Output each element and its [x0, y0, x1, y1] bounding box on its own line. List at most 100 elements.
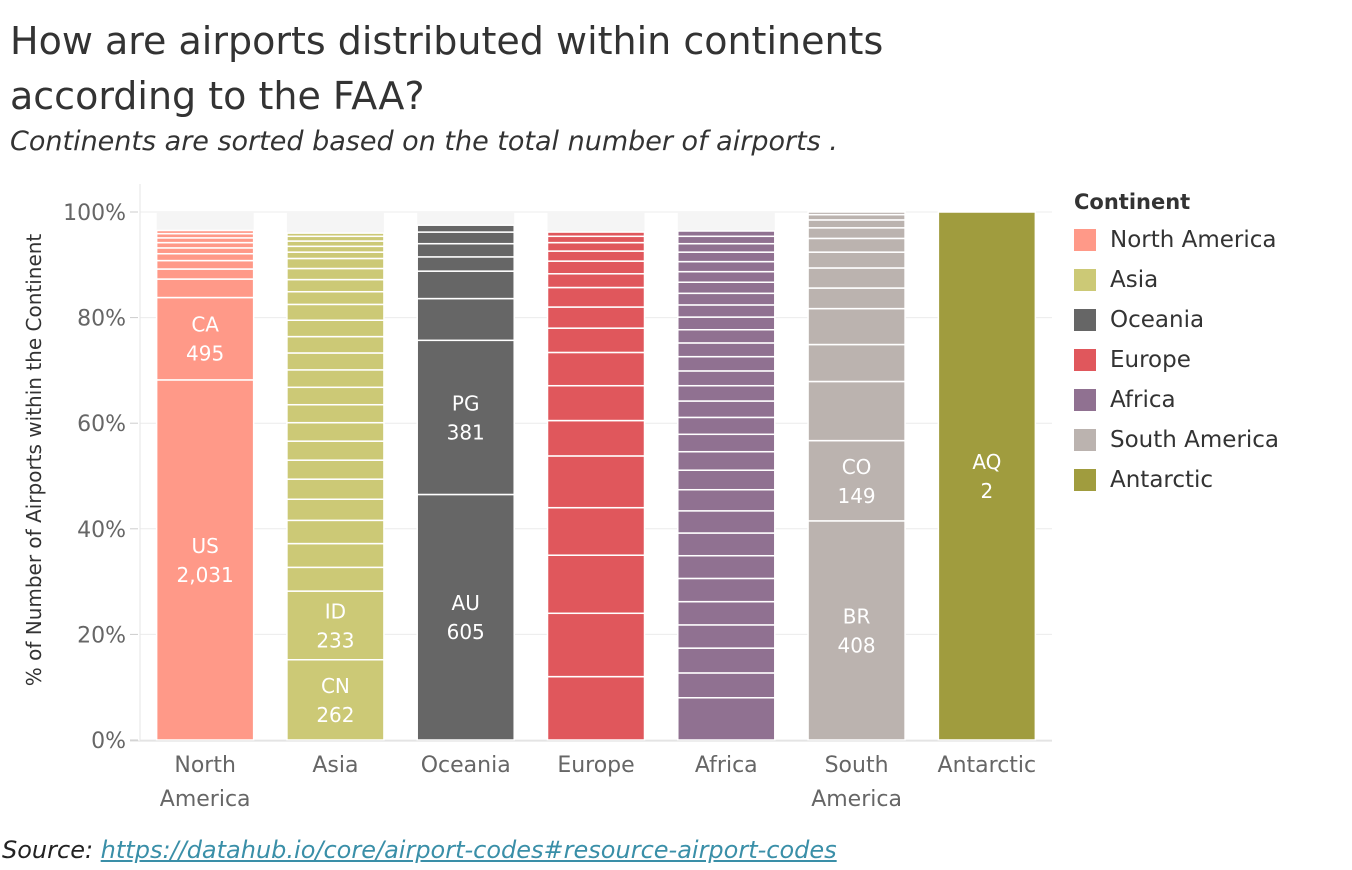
bar-segment — [286, 240, 385, 248]
y-tick-label: 40% — [77, 518, 126, 543]
axes: 0% 20% 40% 60% 80% 100% North America Asia Oceani… — [63, 184, 1052, 812]
bar-segment — [937, 211, 1037, 741]
bar-segment — [416, 339, 515, 496]
legend-item[interactable]: Oceania — [1074, 300, 1279, 340]
bar-segment — [286, 542, 385, 569]
bar-segment — [286, 267, 385, 281]
y-tick-label: 60% — [77, 412, 126, 437]
legend-item[interactable]: Africa — [1074, 380, 1279, 420]
segment-label-code: PG — [452, 391, 480, 415]
bar-segment — [546, 231, 646, 238]
bar-segment — [286, 421, 385, 442]
legend-title: Continent — [1074, 190, 1191, 214]
legend-item[interactable]: Asia — [1074, 260, 1279, 300]
bar-segment — [286, 566, 385, 592]
bar-segment — [416, 493, 515, 741]
legend-item[interactable]: Europe — [1074, 340, 1279, 380]
bar-segment — [677, 242, 776, 253]
bar-segment — [155, 296, 255, 381]
legend-swatch — [1074, 269, 1096, 291]
bar-segment — [807, 439, 906, 522]
legend-label: South America — [1110, 427, 1280, 453]
segment-label-code: CO — [842, 455, 872, 479]
bar-segment — [286, 251, 385, 260]
bar-segment — [546, 327, 646, 354]
bars: US 2,031 CA 495 CN 262 ID 233 AU 605 PG 381 BR 408 CO 1… — [155, 211, 1037, 741]
bar-segment — [546, 419, 646, 457]
bar-segment — [286, 519, 385, 545]
bar-segment — [677, 260, 776, 273]
bar-segment — [546, 675, 646, 741]
bar-segment — [677, 384, 776, 402]
segment-label-code: AU — [452, 591, 480, 615]
x-tick-label: America — [811, 787, 902, 812]
bar-segment — [677, 450, 776, 471]
bar-segment — [677, 554, 776, 580]
bar-segment — [546, 273, 646, 289]
segment-label-value: 408 — [837, 633, 875, 657]
bar-segment — [286, 658, 385, 741]
bar-segment — [546, 241, 646, 252]
legend-item[interactable]: North America — [1074, 220, 1279, 260]
bar-segment — [807, 287, 906, 310]
bar-segment — [286, 352, 385, 371]
y-axis-label: % of Number of Airports within the Conti… — [22, 234, 46, 687]
legend-item[interactable]: South America — [1074, 420, 1279, 460]
bar-segment — [677, 532, 776, 557]
bar-segment — [677, 647, 776, 674]
segment-label-code: CA — [191, 313, 219, 337]
bar-segment — [677, 304, 776, 318]
legend-swatch — [1074, 429, 1096, 451]
bar-segment — [677, 355, 776, 372]
bar-segment — [677, 600, 776, 626]
bar-segment — [416, 270, 515, 300]
bar-segment — [807, 211, 906, 216]
bar-segment — [807, 343, 906, 383]
source-link[interactable]: https://datahub.io/core/airport-codes#re… — [100, 836, 837, 864]
bar-segment — [286, 403, 385, 424]
bar-segment — [546, 306, 646, 329]
x-tick-label: Antarctic — [938, 753, 1037, 778]
bar-segment — [677, 370, 776, 387]
x-tick-label: Asia — [312, 753, 358, 778]
legend-item[interactable]: Antarctic — [1074, 460, 1279, 500]
y-tick-label: 0% — [91, 729, 126, 754]
bar-segment — [807, 213, 906, 221]
bar-segment — [546, 384, 646, 422]
bar-segment — [677, 577, 776, 603]
segment-label-code: AQ — [972, 450, 1001, 474]
bar-segment — [546, 351, 646, 387]
x-tick-label: Africa — [695, 753, 758, 778]
segment-label-value: 495 — [186, 342, 224, 366]
bar-segment — [546, 554, 646, 615]
x-tick-label: North — [174, 753, 236, 778]
legend-swatch — [1074, 469, 1096, 491]
bar-segment — [807, 237, 906, 253]
segment-label-value: 233 — [316, 628, 354, 652]
bar-segment — [807, 251, 906, 269]
legend-label: Asia — [1110, 267, 1159, 293]
x-tick-label: South — [825, 753, 889, 778]
bar-segment — [807, 219, 906, 229]
bar-segment — [416, 242, 515, 258]
bar-segment — [677, 316, 776, 331]
bar-segment — [677, 251, 776, 263]
bar-segment — [286, 335, 385, 354]
legend-swatch — [1074, 229, 1096, 251]
legend-swatch — [1074, 349, 1096, 371]
bar-segment — [155, 241, 255, 249]
source-note: Source: https://datahub.io/core/airport-… — [2, 836, 837, 864]
bar-segment — [286, 440, 385, 461]
bar-segment — [677, 416, 776, 436]
bar-segment — [546, 612, 646, 678]
segment-label-value: 2,031 — [177, 563, 234, 587]
legend-swatch — [1074, 389, 1096, 411]
bar-segment — [677, 328, 776, 344]
segment-label-value: 2 — [980, 479, 993, 503]
bar-segment — [286, 590, 385, 661]
segment-label-value: 381 — [447, 420, 485, 444]
bar-segment — [286, 478, 385, 500]
segment-label-code: BR — [843, 604, 871, 628]
legend-label: Antarctic — [1110, 467, 1214, 493]
